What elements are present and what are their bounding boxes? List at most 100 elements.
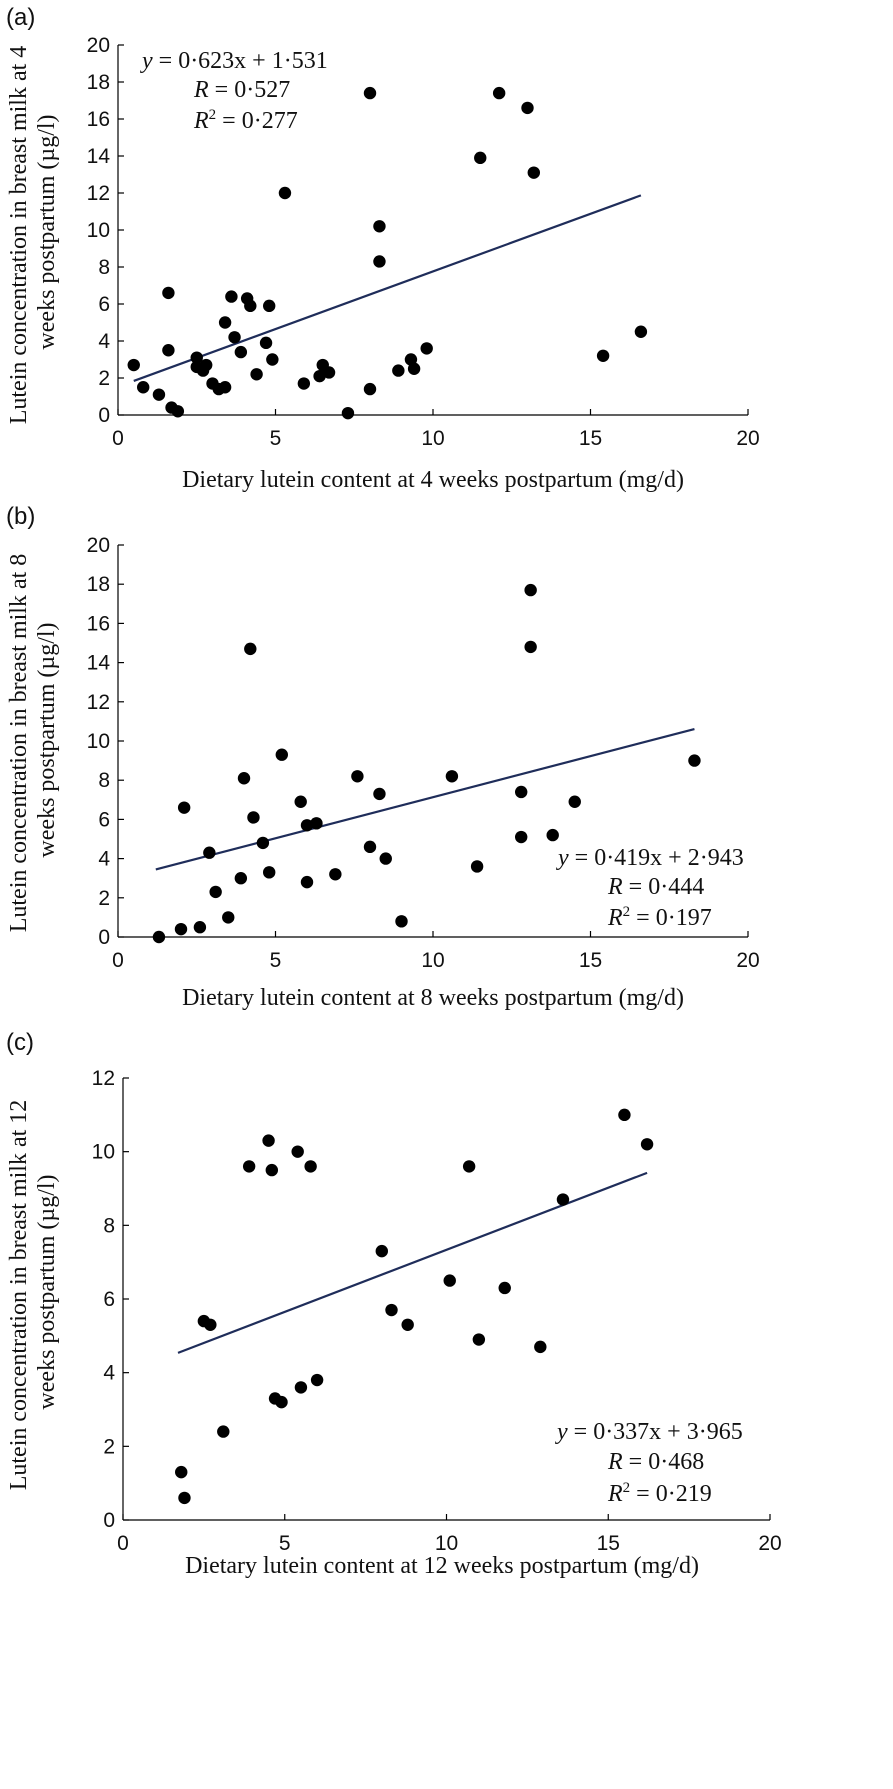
panel-a-data-point bbox=[492, 86, 506, 100]
panel-c-x-tick-label: 0 bbox=[117, 1532, 129, 1555]
panel-b-data-point bbox=[300, 819, 314, 832]
panel-c-data-point bbox=[204, 1318, 217, 1331]
panel-b-data-point bbox=[247, 811, 260, 824]
panel-c-data-point bbox=[472, 1333, 486, 1346]
panel-b-r2-value: = 0·197 bbox=[630, 905, 712, 931]
panel-b-x-tick-label: 20 bbox=[736, 949, 759, 972]
panel-b-label: (b) bbox=[6, 503, 35, 530]
panel-c-data-point bbox=[556, 1193, 570, 1206]
panel-a-data-point bbox=[596, 349, 610, 362]
panel-b-data-point bbox=[524, 640, 537, 654]
panel-a-data-point bbox=[244, 299, 257, 313]
panel-b-data-point bbox=[379, 852, 392, 865]
panel-c-r-label: R bbox=[607, 1449, 623, 1475]
panel-a-data-point bbox=[363, 382, 377, 396]
panel-a-data-point bbox=[634, 325, 648, 338]
panel-a-data-point bbox=[162, 286, 175, 300]
panel-c-ylabel-line-1: Lutein concentration in breast milk at 1… bbox=[6, 1100, 32, 1491]
panel-b-y-tick-label: 0 bbox=[98, 926, 110, 949]
panel-c-data-point bbox=[275, 1395, 288, 1409]
panel-a-r2-label: R bbox=[193, 108, 209, 134]
panel-c-y-tick-label: 10 bbox=[92, 1141, 115, 1164]
panel-b-data-point bbox=[222, 911, 235, 924]
panel-a-ylabel-line-2: weeks postpartum (µg/l) bbox=[34, 114, 60, 349]
panel-b-data-point bbox=[256, 836, 270, 850]
panel-b-data-point bbox=[237, 772, 251, 785]
panel-a-y-tick-label: 14 bbox=[87, 145, 111, 168]
panel-c-data-point bbox=[310, 1373, 324, 1387]
panel-a-y-tick-label: 16 bbox=[87, 108, 110, 131]
panel-c-data-point bbox=[443, 1274, 456, 1287]
panel-a-data-point bbox=[234, 345, 248, 359]
panel-b-xlabel: Dietary lutein content at 8 weeks postpa… bbox=[182, 985, 684, 1011]
panel-a-data-point bbox=[363, 86, 377, 100]
panel-b-data-point bbox=[234, 872, 248, 885]
panel-a-data-point bbox=[259, 336, 273, 350]
panel-a-trend-line bbox=[133, 194, 642, 382]
panel-b-trend-line bbox=[155, 727, 695, 871]
panel-b-data-point bbox=[177, 801, 191, 814]
panel-b-data-point bbox=[445, 770, 459, 783]
panel-a-x-tick-label: 0 bbox=[112, 427, 124, 450]
panel-b-data-point bbox=[174, 922, 188, 936]
panel-a-y-tick-label: 8 bbox=[98, 256, 110, 279]
panel-a-r-label: R bbox=[193, 77, 209, 103]
panel-a-data-point bbox=[263, 299, 276, 313]
panel-a-eq-y: y bbox=[140, 48, 153, 74]
panel-b-data-point bbox=[515, 830, 528, 844]
panel-b-data-point bbox=[209, 885, 222, 899]
panel-b-equation-line-1: y = 0·419x + 2·943 bbox=[556, 845, 744, 871]
panel-a-y-tick-label: 12 bbox=[87, 182, 110, 205]
panel-b-data-point bbox=[244, 642, 257, 656]
panel-a-data-point bbox=[266, 353, 279, 366]
panel-c-x-tick-label: 5 bbox=[279, 1532, 291, 1555]
panel-a-y-tick-label: 4 bbox=[98, 330, 110, 353]
panel-c-eq-text: = 0·337x + 3·965 bbox=[568, 1419, 743, 1445]
panel-a: (a) Lutein concentration in breast milk … bbox=[6, 4, 760, 493]
panel-a-data-point bbox=[527, 166, 540, 179]
panel-b-y-tick-label: 8 bbox=[98, 769, 110, 792]
panel-b-y-tick-label: 12 bbox=[87, 691, 110, 714]
panel-b-data-point bbox=[568, 795, 581, 808]
panel-b-data-point bbox=[363, 840, 377, 854]
panel-c-data-point bbox=[262, 1134, 275, 1147]
panel-b-y-tick-label: 6 bbox=[98, 808, 110, 831]
panel-b-x-tick-label: 0 bbox=[112, 949, 124, 972]
panel-c-trend-line bbox=[177, 1171, 648, 1354]
panel-c-data-point bbox=[294, 1381, 308, 1394]
panel-a-data-point bbox=[278, 186, 292, 200]
panel-c-y-tick-label: 8 bbox=[103, 1214, 115, 1237]
panel-a-data-point bbox=[474, 151, 487, 165]
panel-c-equation-line-2: R = 0·468 bbox=[607, 1449, 704, 1475]
panel-c-data-point bbox=[385, 1303, 398, 1317]
panel-c-r2-label: R bbox=[607, 1481, 623, 1507]
panel-c-data-point bbox=[401, 1318, 414, 1331]
panel-c-data-point bbox=[291, 1145, 304, 1158]
panel-a-data-point bbox=[313, 369, 326, 383]
panel-b-data-point bbox=[310, 817, 323, 830]
panel-c-y-tick-label: 12 bbox=[92, 1067, 115, 1090]
panel-b-y-tick-label: 16 bbox=[87, 612, 110, 635]
panel-a-data-point bbox=[322, 366, 336, 379]
panel-a-data-point bbox=[190, 351, 203, 364]
panel-a-data-point bbox=[171, 405, 185, 418]
panel-a-data-point bbox=[228, 331, 241, 344]
panel-b-r2-label: R bbox=[607, 905, 623, 931]
panel-a-equation-line-3: R2 = 0·277 bbox=[193, 107, 298, 134]
panel-a-y-tick-label: 2 bbox=[98, 367, 110, 390]
panel-b-r-value: = 0·444 bbox=[623, 874, 705, 900]
panel-b-ylabel-line-2: weeks postpartum (µg/l) bbox=[34, 622, 60, 857]
panel-c-x-tick-label: 20 bbox=[758, 1532, 781, 1555]
panel-c-data-point bbox=[175, 1465, 188, 1479]
panel-b-data-point bbox=[515, 785, 528, 799]
panel-c-ylabel: Lutein concentration in breast milk at 1… bbox=[6, 1094, 60, 1491]
panel-b-y-tick-label: 14 bbox=[87, 652, 111, 675]
panel-c-equation-line-1: y = 0·337x + 3·965 bbox=[555, 1419, 743, 1445]
panel-a-xlabel: Dietary lutein content at 4 weeks postpa… bbox=[182, 467, 684, 493]
panel-b-data-point bbox=[203, 846, 216, 859]
panel-b-y-tick-label: 4 bbox=[98, 848, 110, 871]
panel-c-data-point bbox=[462, 1160, 476, 1173]
panel-c-data-point bbox=[618, 1108, 631, 1122]
panel-a-data-point bbox=[137, 381, 150, 394]
